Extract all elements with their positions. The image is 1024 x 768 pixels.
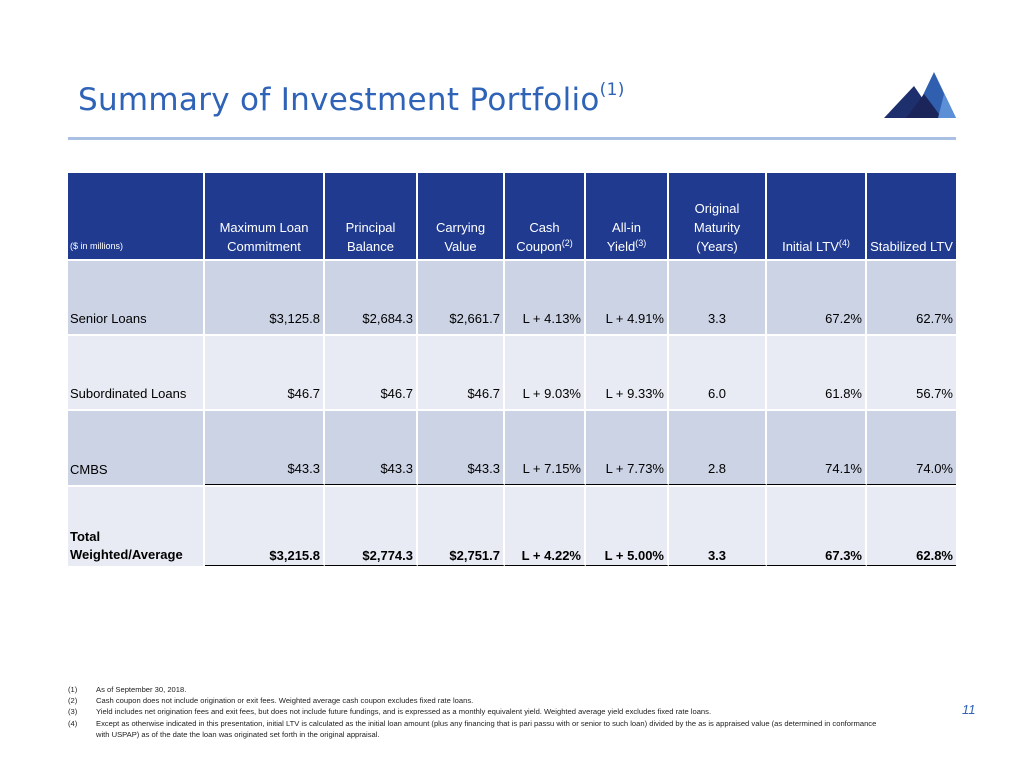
- page-title: Summary of Investment Portfolio(1): [78, 80, 625, 118]
- table-row-senior-loans: Senior Loans $3,125.8 $2,684.3 $2,661.7 …: [68, 259, 956, 334]
- mountain-logo-icon: [884, 72, 956, 118]
- column-header-principal-balance: Principal Balance: [325, 173, 418, 259]
- cell-maturity: 2.8: [669, 409, 767, 485]
- footnote: (3) Yield includes net origination fees a…: [68, 707, 712, 717]
- investment-portfolio-table: ($ in millions) Maximum Loan Commitment P…: [68, 173, 956, 566]
- table-row-subordinated-loans: Subordinated Loans $46.7 $46.7 $46.7 L +…: [68, 334, 956, 409]
- cell-all-in-yield: L + 7.73%: [586, 409, 669, 485]
- cell-max-commitment: $46.7: [205, 334, 325, 409]
- column-header-original-maturity: Original Maturity (Years): [669, 173, 767, 259]
- cell-stabilized-ltv: 74.0%: [867, 409, 956, 485]
- column-header-carrying-value: Carrying Value: [418, 173, 505, 259]
- cell-cash-coupon: L + 4.22%: [505, 485, 586, 566]
- cell-maturity: 3.3: [669, 259, 767, 334]
- footnote: (2) Cash coupon does not include originat…: [68, 696, 474, 706]
- footnote: (4) Except as otherwise indicated in this…: [68, 718, 877, 739]
- cell-maturity: 3.3: [669, 485, 767, 566]
- cell-max-commitment: $3,215.8: [205, 485, 325, 566]
- cell-carrying-value: $2,661.7: [418, 259, 505, 334]
- column-header-stabilized-ltv: Stabilized LTV: [867, 173, 956, 259]
- footnote: (1) As of September 30, 2018.: [68, 685, 187, 694]
- column-header-initial-ltv: Initial LTV(4): [767, 173, 867, 259]
- column-header-units: ($ in millions): [68, 173, 205, 259]
- table-row-cmbs: CMBS $43.3 $43.3 $43.3 L + 7.15% L + 7.7…: [68, 409, 956, 485]
- table-row-total: Total Weighted/Average $3,215.8 $2,774.3 …: [68, 485, 956, 566]
- cell-max-commitment: $43.3: [205, 409, 325, 485]
- column-header-max-commitment: Maximum Loan Commitment: [205, 173, 325, 259]
- cell-max-commitment: $3,125.8: [205, 259, 325, 334]
- row-label: Senior Loans: [68, 259, 205, 334]
- cell-cash-coupon: L + 7.15%: [505, 409, 586, 485]
- cell-principal-balance: $2,774.3: [325, 485, 418, 566]
- cell-maturity: 6.0: [669, 334, 767, 409]
- row-label: Total Weighted/Average: [68, 485, 205, 566]
- cell-cash-coupon: L + 4.13%: [505, 259, 586, 334]
- cell-initial-ltv: 67.2%: [767, 259, 867, 334]
- cell-stabilized-ltv: 62.7%: [867, 259, 956, 334]
- cell-carrying-value: $46.7: [418, 334, 505, 409]
- title-divider: [68, 137, 956, 140]
- column-header-cash-coupon: Cash Coupon(2): [505, 173, 586, 259]
- footnotes: (1) As of September 30, 2018. (2) Cash cou…: [68, 684, 888, 740]
- cell-all-in-yield: L + 5.00%: [586, 485, 669, 566]
- cell-all-in-yield: L + 9.33%: [586, 334, 669, 409]
- row-label: Subordinated Loans: [68, 334, 205, 409]
- row-label: CMBS: [68, 409, 205, 485]
- cell-all-in-yield: L + 4.91%: [586, 259, 669, 334]
- cell-carrying-value: $43.3: [418, 409, 505, 485]
- cell-principal-balance: $43.3: [325, 409, 418, 485]
- cell-principal-balance: $46.7: [325, 334, 418, 409]
- column-header-all-in-yield: All-in Yield(3): [586, 173, 669, 259]
- cell-stabilized-ltv: 56.7%: [867, 334, 956, 409]
- cell-stabilized-ltv: 62.8%: [867, 485, 956, 566]
- cell-cash-coupon: L + 9.03%: [505, 334, 586, 409]
- cell-principal-balance: $2,684.3: [325, 259, 418, 334]
- cell-initial-ltv: 74.1%: [767, 409, 867, 485]
- cell-carrying-value: $2,751.7: [418, 485, 505, 566]
- cell-initial-ltv: 61.8%: [767, 334, 867, 409]
- table-header-row: ($ in millions) Maximum Loan Commitment P…: [68, 173, 956, 259]
- page-number: 11: [962, 702, 976, 717]
- title-footnote-ref: (1): [599, 80, 625, 100]
- cell-initial-ltv: 67.3%: [767, 485, 867, 566]
